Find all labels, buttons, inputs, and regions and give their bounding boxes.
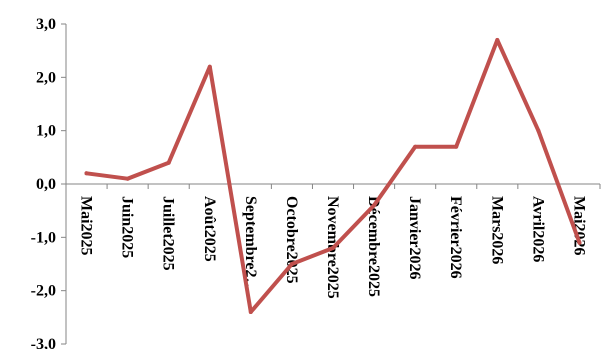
y-tick-label: -3,0	[31, 336, 56, 349]
data-point	[248, 310, 253, 314]
x-tick-label: Avril2026	[529, 196, 546, 262]
data-point	[207, 64, 212, 69]
x-tick-label: Septembre2…	[242, 196, 259, 293]
data-point	[331, 246, 335, 250]
x-tick-label: Juillet2025	[160, 196, 177, 271]
data-point	[495, 38, 500, 42]
y-tick-label: 1,0	[36, 123, 56, 140]
x-axis: Mai2025 Juin2025 Juillet2025 Août2025 Septem…	[65, 183, 601, 299]
y-tick-label: 3,0	[36, 16, 56, 33]
data-point	[454, 144, 459, 149]
y-tick-label: 2,0	[36, 69, 56, 86]
x-tick-label: Mars2026	[488, 196, 505, 264]
x-tick-label: Mai2026	[570, 196, 587, 256]
x-tick-label: Janvier2026	[406, 196, 423, 280]
x-tick-label: Décembre2025	[365, 196, 382, 297]
data-point	[413, 144, 418, 149]
series-layer	[84, 38, 582, 314]
y-axis: 3,0 2,0 1,0 0,0 -1,0 -2,0 -3,0	[31, 16, 67, 349]
x-tick-label: Février2026	[447, 196, 464, 279]
x-tick-label: Mai2025	[78, 196, 95, 256]
data-point	[536, 128, 541, 133]
y-tick-label: 0,0	[36, 176, 56, 193]
data-point	[577, 240, 582, 245]
x-tick-label: Juin2025	[119, 196, 136, 258]
data-point	[84, 171, 89, 176]
data-point	[125, 176, 130, 181]
data-point	[166, 160, 171, 165]
data-point	[372, 203, 377, 208]
data-point	[289, 262, 294, 266]
y-tick-label: -2,0	[31, 283, 56, 300]
y-tick-label: -1,0	[31, 229, 56, 246]
x-tick-label: Août2025	[201, 196, 218, 262]
